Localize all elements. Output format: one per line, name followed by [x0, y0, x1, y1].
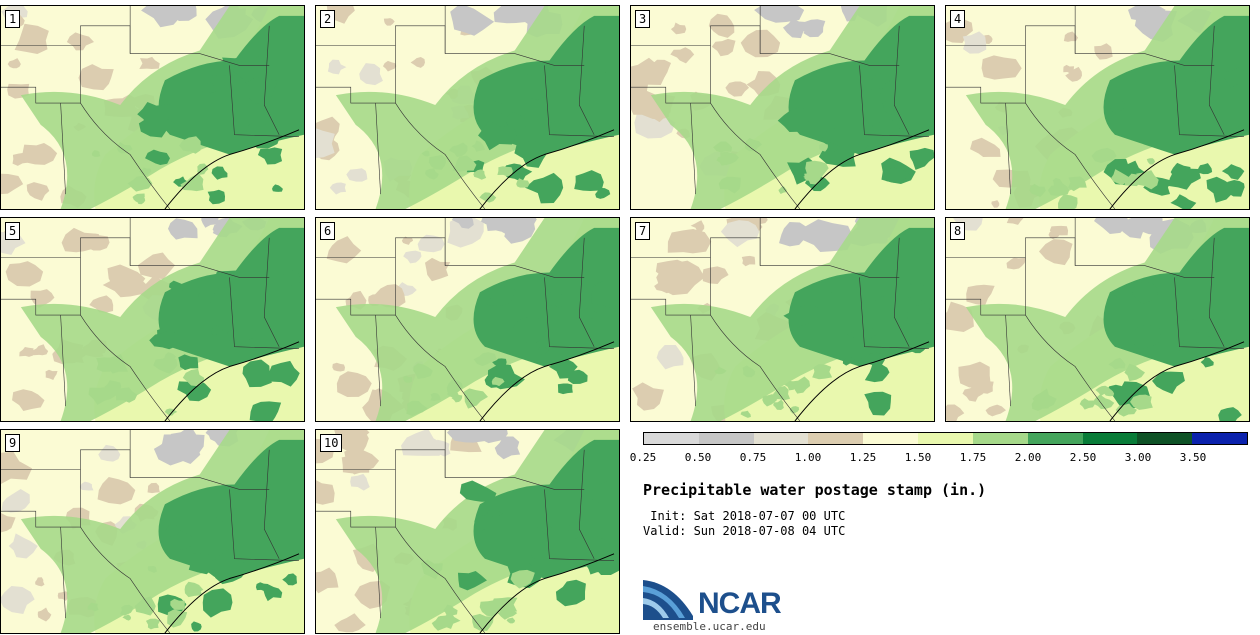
map-panel: 3	[630, 5, 935, 210]
valid-time: Valid: Sun 2018-07-08 04 UTC	[643, 524, 846, 538]
panel-number: 6	[320, 222, 336, 240]
colorbar-swatch	[808, 433, 864, 444]
panel-number: 9	[5, 434, 21, 452]
colorbar-swatch	[972, 433, 1028, 444]
colorbar-tick-label: 1.25	[849, 451, 877, 464]
colorbar-swatch	[753, 433, 809, 444]
ncar-logo-text: NCAR	[698, 587, 782, 620]
colorbar-tick-label: 3.50	[1179, 451, 1207, 464]
colorbar-tick-label: 1.50	[904, 451, 932, 464]
panel-number: 1	[5, 10, 21, 28]
colorbar-tick-label: 2.00	[1014, 451, 1042, 464]
init-time: Init: Sat 2018-07-07 00 UTC	[643, 509, 846, 523]
colorbar-swatch	[644, 433, 699, 444]
colorbar-swatch	[1027, 433, 1083, 444]
colorbar-tick-label: 3.00	[1124, 451, 1152, 464]
map-panel: 6	[315, 217, 620, 422]
colorbar-tick-label: 2.50	[1069, 451, 1097, 464]
map-panel: 9	[0, 429, 305, 634]
colorbar-swatch	[1137, 433, 1193, 444]
logo-url: ensemble.ucar.edu	[653, 620, 766, 633]
map-panel: 7	[630, 217, 935, 422]
panel-number: 2	[320, 10, 336, 28]
panel-number: 5	[5, 222, 21, 240]
colorbar-tick-label: 0.75	[739, 451, 767, 464]
map-panel: 8	[945, 217, 1250, 422]
colorbar-tick-label: 0.25	[629, 451, 657, 464]
colorbar-swatch	[863, 433, 919, 444]
colorbar-swatch	[698, 433, 754, 444]
colorbar-swatch	[1082, 433, 1138, 444]
map-panel: 2	[315, 5, 620, 210]
panel-number: 4	[950, 10, 966, 28]
panel-number: 8	[950, 222, 966, 240]
map-panel: 4	[945, 5, 1250, 210]
map-panel: 5	[0, 217, 305, 422]
colorbar-swatch	[1192, 433, 1247, 444]
colorbar-tick-label: 1.75	[959, 451, 987, 464]
colorbar-tick-label: 0.50	[684, 451, 712, 464]
map-panel: 1	[0, 5, 305, 210]
ncar-logo-icon	[643, 580, 693, 620]
panel-number: 3	[635, 10, 651, 28]
colorbar-swatch	[918, 433, 973, 444]
colorbar-tick-label: 1.00	[794, 451, 822, 464]
map-panel: 10	[315, 429, 620, 634]
panel-number: 7	[635, 222, 651, 240]
chart-title: Precipitable water postage stamp (in.)	[643, 481, 987, 499]
colorbar	[643, 432, 1248, 445]
panel-number: 10	[320, 434, 343, 452]
